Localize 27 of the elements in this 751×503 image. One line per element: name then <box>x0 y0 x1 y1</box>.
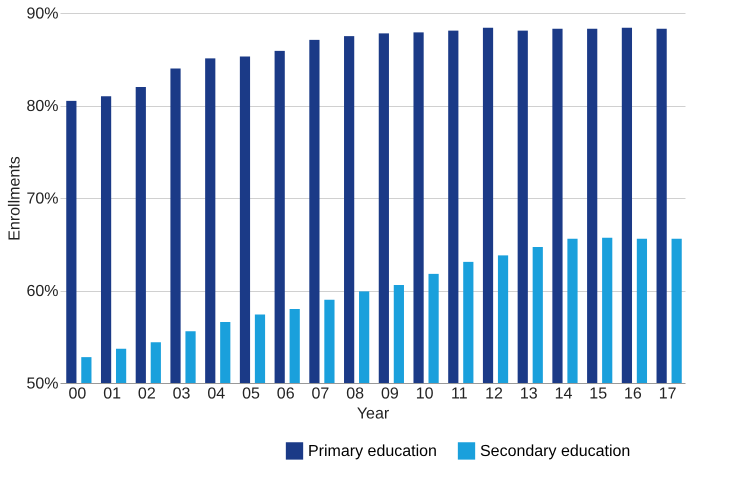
x-axis-title: Year <box>356 406 390 422</box>
x-tick-label: 00 <box>68 386 86 402</box>
x-tick-label: 02 <box>138 386 156 402</box>
x-tick-label: 11 <box>451 386 468 402</box>
x-tick-label: 06 <box>276 386 295 402</box>
y-tick-label: 80% <box>26 98 58 115</box>
legend-label: Secondary education <box>480 442 630 460</box>
x-tick-label: 05 <box>242 386 260 402</box>
x-tick-label: 01 <box>103 386 122 402</box>
x-tick-label: 15 <box>589 386 608 402</box>
x-tick-label: 07 <box>312 386 330 402</box>
y-tick-label: 70% <box>26 190 58 208</box>
x-tick-label: 09 <box>380 386 399 402</box>
x-tick-label: 10 <box>416 386 434 402</box>
legend-label: Primary education <box>308 442 437 460</box>
x-tick-label: 04 <box>207 386 226 402</box>
x-tick-label: 03 <box>172 386 191 402</box>
x-tick-label: 17 <box>658 386 677 402</box>
x-tick-label: 12 <box>485 386 504 402</box>
y-axis-title: Enrollments <box>6 156 24 241</box>
x-tick-label: 08 <box>346 386 364 402</box>
x-tick-label: 16 <box>624 386 642 402</box>
x-tick-label: 13 <box>520 386 538 402</box>
y-tick-label: 90% <box>26 6 58 22</box>
y-tick-label: 60% <box>26 283 58 300</box>
x-tick-label: 14 <box>554 386 572 402</box>
y-tick-label: 50% <box>26 376 58 392</box>
